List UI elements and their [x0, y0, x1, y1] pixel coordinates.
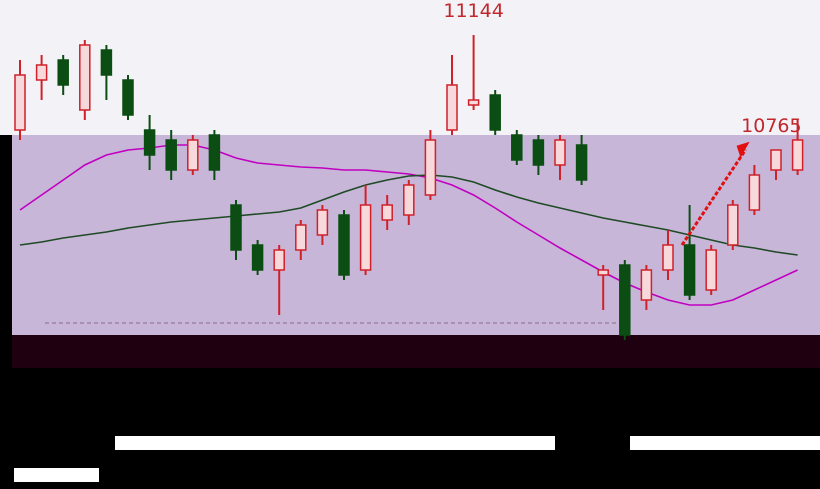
- candle-body: [100, 49, 113, 76]
- candle-body: [316, 209, 329, 236]
- candle-body: [489, 94, 501, 131]
- candle-body: [187, 139, 199, 171]
- candle-body: [597, 269, 609, 276]
- candle-body: [791, 139, 804, 171]
- candle-body: [705, 249, 717, 291]
- candle-body: [683, 244, 696, 296]
- annotation: 10765: [741, 115, 801, 137]
- candle-body: [295, 224, 307, 251]
- candle-body: [640, 269, 653, 301]
- candle-body: [143, 129, 156, 156]
- candle-body: [14, 74, 26, 131]
- background-dark: [12, 335, 820, 368]
- candle-body: [208, 134, 221, 171]
- candle-body: [338, 214, 350, 276]
- candle-body: [467, 99, 480, 106]
- candle-body: [770, 149, 782, 171]
- candle-body: [575, 144, 588, 181]
- candle-body: [381, 204, 393, 221]
- candle-body: [359, 204, 372, 271]
- candle-body: [532, 139, 545, 166]
- background-top: [0, 0, 820, 135]
- candle-body: [122, 79, 134, 116]
- background-band: [12, 135, 820, 335]
- candle-body: [403, 184, 415, 216]
- annotation: 11144: [443, 0, 503, 22]
- candle-body: [230, 204, 242, 251]
- annotation-arrowhead: [736, 141, 750, 158]
- candle-body: [273, 249, 285, 271]
- candle-body: [727, 204, 739, 246]
- candle-body: [79, 44, 91, 111]
- annotation-arrow: [680, 148, 747, 246]
- candle-body: [554, 139, 566, 166]
- candle-body: [165, 139, 177, 171]
- candle-body: [511, 134, 523, 161]
- candle-body: [619, 264, 631, 336]
- candle-body: [251, 244, 264, 271]
- plot: 11144 10765: [14, 0, 804, 340]
- candle-body: [662, 244, 674, 271]
- candle-body: [446, 84, 458, 131]
- candle-body: [424, 139, 437, 196]
- artifact-bar: [14, 436, 820, 482]
- candle-body: [748, 174, 761, 211]
- candle-body: [35, 64, 48, 81]
- candle-body: [57, 59, 69, 86]
